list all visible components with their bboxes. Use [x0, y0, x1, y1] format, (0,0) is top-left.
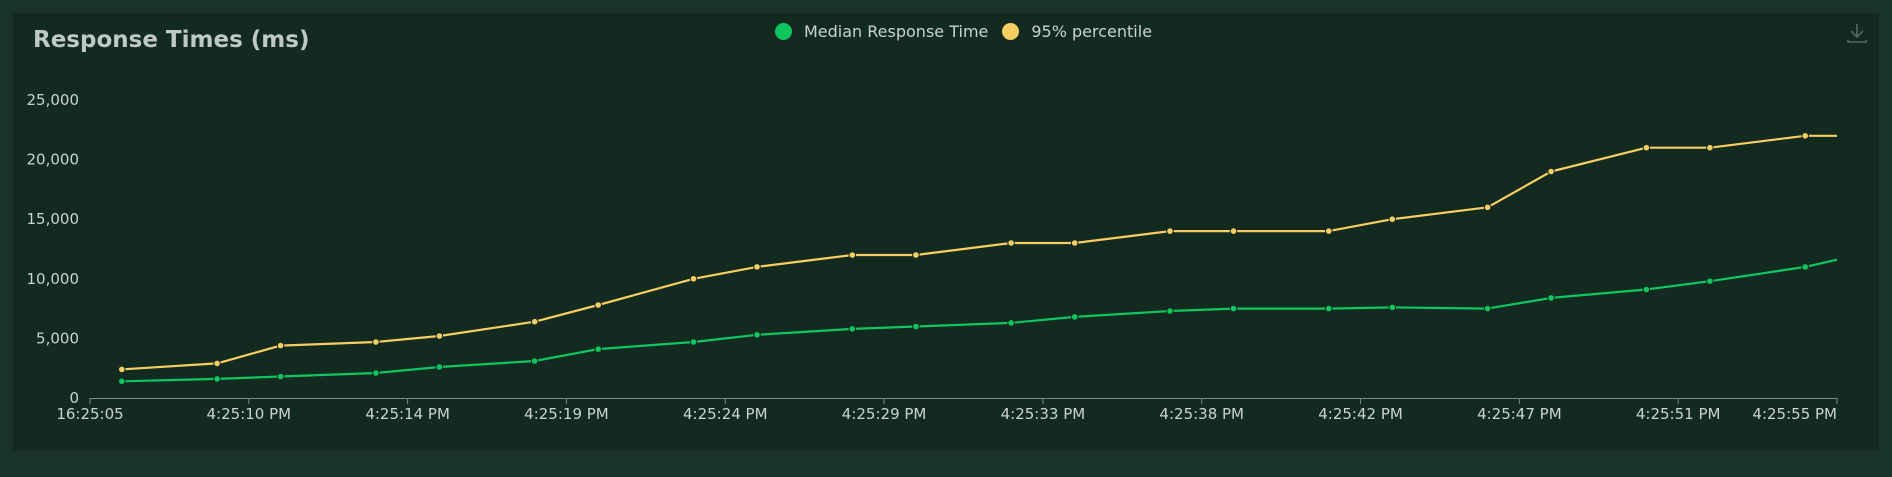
x-tick-label: 4:25:33 PM — [1001, 405, 1086, 423]
x-tick-label: 4:25:24 PM — [683, 405, 768, 423]
data-point-median[interactable] — [849, 326, 856, 333]
data-point-median[interactable] — [1389, 304, 1396, 311]
data-point-p95[interactable] — [849, 252, 856, 259]
data-point-median[interactable] — [595, 346, 602, 353]
data-point-median[interactable] — [1548, 295, 1555, 302]
data-point-median[interactable] — [690, 339, 697, 346]
data-point-median[interactable] — [1326, 305, 1333, 312]
data-point-p95[interactable] — [119, 366, 126, 373]
y-tick-label: 20,000 — [27, 151, 80, 169]
data-point-median[interactable] — [1008, 320, 1015, 327]
data-point-p95[interactable] — [373, 339, 380, 346]
data-point-median[interactable] — [1167, 308, 1174, 315]
data-point-p95[interactable] — [1230, 228, 1237, 235]
data-point-p95[interactable] — [1548, 168, 1555, 175]
x-tick-label: 4:25:51 PM — [1636, 405, 1721, 423]
data-point-p95[interactable] — [214, 360, 221, 367]
x-tick-label: 4:25:47 PM — [1477, 405, 1562, 423]
data-point-p95[interactable] — [1707, 144, 1714, 151]
data-point-p95[interactable] — [1484, 204, 1491, 211]
series-line-p95 — [122, 136, 1837, 370]
y-tick-label: 10,000 — [27, 270, 80, 288]
data-point-median[interactable] — [373, 370, 380, 377]
data-point-p95[interactable] — [1802, 133, 1809, 140]
x-tick-label: 4:25:10 PM — [207, 405, 292, 423]
x-tick-label: 4:25:14 PM — [365, 405, 450, 423]
x-tick-label: 4:25:42 PM — [1318, 405, 1403, 423]
data-point-p95[interactable] — [1071, 240, 1078, 247]
data-point-p95[interactable] — [531, 318, 538, 325]
data-point-median[interactable] — [277, 373, 284, 380]
x-tick-label: 4:25:55 PM — [1752, 405, 1837, 423]
data-point-median[interactable] — [754, 332, 761, 339]
data-point-median[interactable] — [1230, 305, 1237, 312]
series-line-median — [122, 260, 1837, 382]
y-tick-label: 5,000 — [36, 329, 79, 347]
data-point-median[interactable] — [436, 364, 443, 371]
x-tick-label: 4:25:38 PM — [1159, 405, 1244, 423]
data-point-p95[interactable] — [754, 264, 761, 271]
y-tick-label: 15,000 — [27, 210, 80, 228]
data-point-p95[interactable] — [1643, 144, 1650, 151]
x-tick-label: 16:25:05 — [56, 405, 123, 423]
data-point-median[interactable] — [1707, 278, 1714, 285]
data-point-median[interactable] — [1484, 305, 1491, 312]
x-tick-label: 4:25:29 PM — [842, 405, 927, 423]
data-point-p95[interactable] — [1389, 216, 1396, 223]
data-point-median[interactable] — [1071, 314, 1078, 321]
y-tick-label: 25,000 — [27, 91, 80, 109]
x-tick-label: 4:25:19 PM — [524, 405, 609, 423]
data-point-p95[interactable] — [436, 333, 443, 340]
data-point-p95[interactable] — [690, 276, 697, 283]
data-point-median[interactable] — [913, 323, 920, 330]
data-point-p95[interactable] — [1008, 240, 1015, 247]
data-point-p95[interactable] — [1326, 228, 1333, 235]
data-point-median[interactable] — [119, 378, 126, 385]
data-point-p95[interactable] — [595, 302, 602, 309]
data-point-median[interactable] — [531, 358, 538, 365]
data-point-p95[interactable] — [277, 342, 284, 349]
data-point-median[interactable] — [1802, 264, 1809, 271]
data-point-median[interactable] — [214, 376, 221, 383]
data-point-median[interactable] — [1643, 286, 1650, 293]
data-point-p95[interactable] — [913, 252, 920, 259]
data-point-p95[interactable] — [1167, 228, 1174, 235]
